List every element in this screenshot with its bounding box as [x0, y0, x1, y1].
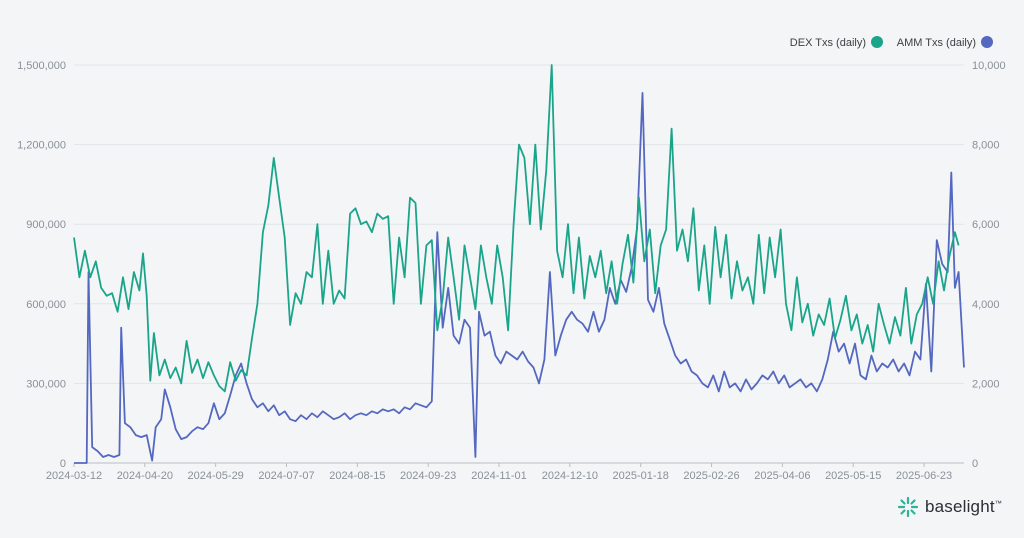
right-axis-tick-label: 8,000: [972, 140, 1000, 152]
right-axis-tick-label: 0: [972, 458, 978, 470]
left-axis-tick-label: 1,500,000: [17, 60, 66, 72]
legend-label: DEX Txs (daily): [790, 37, 866, 49]
gridlines: [74, 64, 964, 464]
legend-swatch: [981, 36, 993, 48]
x-axis-ticks: 2024-03-12 2024-04-20 2024-05-29 2024-07-07…: [46, 463, 952, 482]
right-axis-tick-label: 10,000: [972, 60, 1006, 72]
right-axis-ticks: 0 2,000 4,000 6,000 8,000 10,000: [972, 60, 1006, 470]
x-axis-tick-label: 2025-01-18: [613, 470, 669, 482]
series-lines: [73, 64, 965, 464]
x-axis-tick-label: 2024-11-01: [471, 470, 526, 482]
x-axis-tick-label: 2024-05-29: [188, 470, 244, 482]
brand-logo: baselight™: [897, 496, 1002, 518]
legend: DEX Txs (daily) AMM Txs (daily): [790, 36, 993, 49]
left-axis-tick-label: 600,000: [26, 299, 66, 311]
baselight-logo-icon: [897, 496, 919, 518]
left-axis-tick-label: 1,200,000: [17, 140, 66, 152]
x-axis-tick-label: 2024-08-15: [329, 470, 385, 482]
right-axis-tick-label: 6,000: [972, 219, 1000, 231]
x-axis-tick-label: 2025-05-15: [825, 470, 881, 482]
x-axis-tick-label: 2024-09-23: [400, 470, 456, 482]
right-axis-tick-label: 2,000: [972, 378, 1000, 390]
left-axis-tick-label: 0: [60, 458, 66, 470]
x-axis-tick-label: 2025-06-23: [896, 470, 952, 482]
left-axis-tick-label: 300,000: [26, 378, 66, 390]
x-axis-tick-label: 2024-12-10: [542, 470, 598, 482]
x-axis-tick-label: 2024-03-12: [46, 470, 102, 482]
legend-label: AMM Txs (daily): [897, 37, 976, 49]
left-axis-ticks: 0 300,000 600,000 900,000 1,200,000 1,500,000: [17, 60, 66, 470]
right-axis-tick-label: 4,000: [972, 299, 1000, 311]
series-line-1: [74, 92, 965, 464]
x-axis-tick-label: 2024-07-07: [258, 470, 314, 482]
left-axis-tick-label: 900,000: [26, 219, 66, 231]
x-axis-tick-label: 2024-04-20: [117, 470, 173, 482]
brand-name: baselight™: [924, 497, 1002, 516]
legend-swatch: [871, 36, 883, 48]
series-line-0: [73, 64, 960, 393]
x-axis-tick-label: 2025-04-06: [754, 470, 810, 482]
x-axis-tick-label: 2025-02-26: [683, 470, 739, 482]
